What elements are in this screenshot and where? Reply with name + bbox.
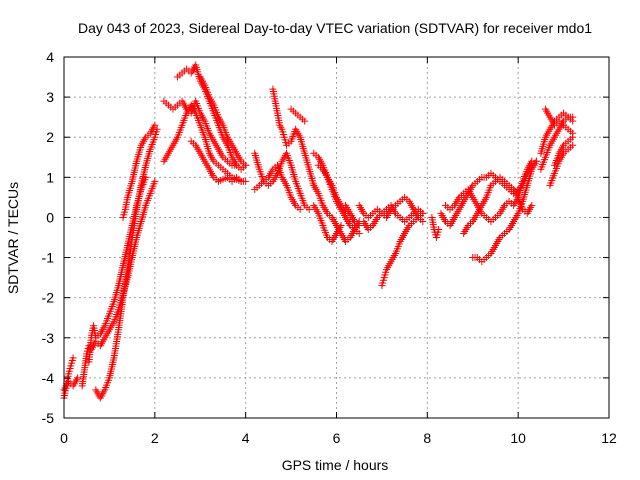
y-tick-label: 2 xyxy=(46,129,54,145)
x-tick-label: 8 xyxy=(423,430,431,446)
x-tick-label: 2 xyxy=(151,430,159,446)
series-pass-e xyxy=(92,125,161,402)
series-pass-m xyxy=(251,149,313,213)
data-point xyxy=(569,129,577,137)
y-tick-label: 3 xyxy=(46,89,54,105)
series-pass-o xyxy=(287,105,309,125)
data-point xyxy=(569,117,577,125)
series-pass-t xyxy=(342,201,363,229)
data-point xyxy=(242,177,250,185)
y-tick-label: -1 xyxy=(42,250,55,266)
series-pass-v xyxy=(360,201,427,233)
series-pass-h xyxy=(160,97,241,169)
data-point xyxy=(69,354,77,362)
data-point xyxy=(337,221,345,229)
data-point xyxy=(528,201,536,209)
x-tick-label: 4 xyxy=(242,430,250,446)
data-point xyxy=(242,161,250,169)
data-point xyxy=(419,217,427,225)
data-point xyxy=(355,229,363,237)
y-tick-label: 0 xyxy=(46,209,54,225)
data-point xyxy=(419,209,427,217)
series-pass-n xyxy=(269,85,318,189)
series-pass-l xyxy=(251,161,304,213)
series-pass-k xyxy=(196,73,250,169)
x-tick-label: 12 xyxy=(601,430,617,446)
series-pass-f xyxy=(119,121,159,221)
x-axis-label: GPS time / hours xyxy=(282,457,389,473)
data-point xyxy=(296,205,304,213)
data-point xyxy=(151,177,159,185)
data-points xyxy=(60,61,577,402)
chart-title: Day 043 of 2023, Sidereal Day-to-day VTE… xyxy=(78,20,592,36)
x-tick-label: 6 xyxy=(333,430,341,446)
data-point xyxy=(305,205,313,213)
series-pass-j xyxy=(187,137,250,185)
series-pass-s xyxy=(310,201,345,246)
y-axis-label: SDTVAR / TECUs xyxy=(5,182,21,294)
data-point xyxy=(74,374,82,382)
data-point xyxy=(532,157,540,165)
series-pass-ab xyxy=(469,157,540,266)
y-tick-label: -2 xyxy=(42,290,55,306)
y-tick-label: -4 xyxy=(42,370,55,386)
data-point xyxy=(355,221,363,229)
y-tick-label: 1 xyxy=(46,169,54,185)
series-pass-af xyxy=(551,133,577,169)
x-tick-label: 0 xyxy=(60,430,68,446)
series-pass-g xyxy=(160,101,245,185)
series-pass-x xyxy=(428,213,443,241)
series-pass-q xyxy=(310,181,363,246)
y-tick-label: -5 xyxy=(42,410,55,426)
data-point xyxy=(569,141,577,149)
data-point xyxy=(301,117,309,125)
data-point xyxy=(151,121,159,129)
x-tick-label: 10 xyxy=(510,430,526,446)
series-pass-aa xyxy=(460,173,536,237)
data-point xyxy=(435,225,443,233)
grid xyxy=(64,57,609,418)
series-pass-w xyxy=(378,209,427,290)
y-tick-label: 4 xyxy=(46,49,54,65)
series-pass-ag xyxy=(541,105,577,137)
y-tick-label: -3 xyxy=(42,330,55,346)
